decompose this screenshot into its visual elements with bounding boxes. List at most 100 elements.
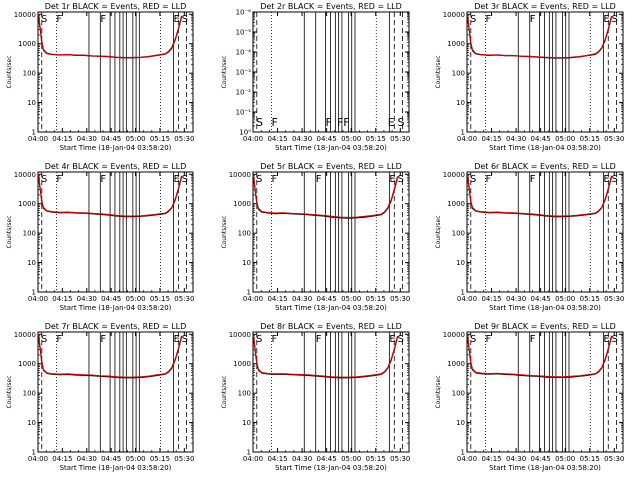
- x-axis-label: Start Time (18-Jan-04 03:58:20): [275, 464, 387, 472]
- lld-series-line: [466, 174, 613, 217]
- flag-marker: F: [272, 334, 278, 345]
- x-tick-label: 04:00: [28, 295, 48, 303]
- flag-marker: F: [56, 14, 62, 25]
- x-tick-label: 04:45: [531, 455, 551, 463]
- x-tick-label: 04:30: [292, 135, 312, 143]
- panel-title: Det 2r BLACK = Events, RED = LLD: [260, 2, 402, 11]
- y-tick-label: 10⁻⁵: [236, 29, 252, 37]
- y-tick-label: 100: [238, 230, 251, 238]
- y-tick-label: 100: [23, 230, 36, 238]
- plot-frame: [466, 331, 624, 453]
- flag-marker: E: [603, 334, 609, 345]
- y-axis-label: Counts/sec: [221, 55, 228, 88]
- flag-marker: E: [173, 174, 179, 185]
- flag-marker: S: [470, 14, 476, 25]
- panel-title: Det 4r BLACK = Events, RED = LLD: [45, 162, 187, 171]
- plot-frame: [252, 331, 410, 453]
- y-axis-label: Counts/sec: [6, 375, 13, 408]
- y-tick-label: 1000: [233, 200, 251, 208]
- flag-marker: F: [272, 116, 278, 129]
- x-axis-label: Start Time (18-Jan-04 03:58:20): [60, 144, 172, 152]
- flag-marker: S: [398, 116, 405, 129]
- y-tick-label: 10000: [14, 171, 36, 179]
- y-tick-label: 10000: [443, 171, 465, 179]
- flag-marker: S: [470, 174, 476, 185]
- x-tick-label: 04:30: [506, 295, 526, 303]
- plot-frame: [466, 11, 624, 133]
- y-tick-label: 10000: [229, 171, 251, 179]
- flag-marker: S: [41, 334, 47, 345]
- flag-marker: E: [603, 174, 609, 185]
- y-tick-label: 100: [23, 390, 36, 398]
- x-tick-label: 04:30: [77, 295, 97, 303]
- x-tick-label: 04:45: [101, 455, 121, 463]
- x-axis-label: Start Time (18-Jan-04 03:58:20): [489, 304, 601, 312]
- flag-marker: S: [256, 174, 262, 185]
- flag-marker: F: [100, 14, 106, 25]
- flag-marker: F: [316, 334, 322, 345]
- flag-marker: E: [603, 14, 609, 25]
- y-tick-label: 10: [242, 259, 251, 267]
- detector-panel-1: Det 1r BLACK = Events, RED = LLD Counts/s…: [6, 2, 194, 152]
- x-tick-label: 05:30: [390, 295, 410, 303]
- flag-marker: E: [173, 334, 179, 345]
- x-tick-label: 04:15: [267, 135, 287, 143]
- x-tick-label: 05:00: [341, 135, 361, 143]
- x-tick-label: 04:30: [506, 455, 526, 463]
- y-tick-label: 1000: [447, 360, 465, 368]
- y-axis-label: Counts/sec: [435, 55, 442, 88]
- panel-title: Det 3r BLACK = Events, RED = LLD: [474, 2, 616, 11]
- x-axis-label: Start Time (18-Jan-04 03:58:20): [60, 464, 172, 472]
- x-tick-label: 04:45: [531, 295, 551, 303]
- y-tick-label: 10000: [14, 331, 36, 339]
- detector-panel-2: Det 2r BLACK = Events, RED = LLD Counts/s…: [221, 2, 410, 152]
- x-tick-label: 04:15: [481, 455, 501, 463]
- x-axis-label: Start Time (18-Jan-04 03:58:20): [275, 304, 387, 312]
- detector-panel-3: Det 3r BLACK = Events, RED = LLD Counts/s…: [435, 2, 624, 152]
- x-tick-label: 05:15: [150, 295, 170, 303]
- flag-marker: F: [100, 174, 106, 185]
- y-tick-label: 10000: [443, 11, 465, 19]
- x-axis-label: Start Time (18-Jan-04 03:58:20): [489, 144, 601, 152]
- flag-marker: S: [182, 14, 188, 25]
- flag-marker: F: [326, 116, 332, 129]
- lld-series-line: [466, 334, 613, 378]
- x-tick-label: 05:15: [580, 135, 600, 143]
- lld-series-line: [252, 335, 399, 378]
- x-axis-label: Start Time (18-Jan-04 03:58:20): [60, 304, 172, 312]
- y-tick-label: 10: [242, 419, 251, 427]
- x-tick-label: 04:45: [101, 295, 121, 303]
- y-axis-label: Counts/sec: [6, 55, 13, 88]
- flag-marker: S: [256, 334, 262, 345]
- y-tick-label: 10000: [14, 11, 36, 19]
- detector-panel-7: Det 7r BLACK = Events, RED = LLD Counts/s…: [6, 322, 194, 472]
- y-tick-label: 10⁻³: [236, 69, 252, 77]
- x-tick-label: 04:15: [481, 295, 501, 303]
- x-tick-label: 04:15: [267, 455, 287, 463]
- flag-marker: FF: [337, 116, 350, 129]
- flag-marker: F: [530, 174, 536, 185]
- y-tick-label: 10: [456, 419, 465, 427]
- x-tick-label: 04:00: [457, 455, 477, 463]
- x-tick-label: 04:45: [317, 135, 337, 143]
- flag-marker: S: [41, 14, 47, 25]
- panel-title: Det 5r BLACK = Events, RED = LLD: [260, 162, 402, 171]
- y-tick-label: 1: [32, 289, 36, 297]
- x-tick-label: 04:00: [243, 455, 263, 463]
- plot-frame: [466, 171, 624, 293]
- y-tick-label: 1: [247, 289, 251, 297]
- x-tick-label: 05:00: [125, 135, 145, 143]
- y-tick-label: 10⁻²: [236, 89, 252, 97]
- x-tick-label: 04:00: [457, 295, 477, 303]
- y-tick-label: 1000: [18, 360, 36, 368]
- y-tick-label: 1000: [447, 40, 465, 48]
- lld-series-line: [466, 14, 613, 59]
- y-axis-label: Counts/sec: [435, 215, 442, 248]
- x-tick-label: 05:30: [390, 455, 410, 463]
- x-axis-label: Start Time (18-Jan-04 03:58:20): [275, 144, 387, 152]
- x-tick-label: 04:00: [28, 455, 48, 463]
- flag-marker: S: [398, 334, 404, 345]
- flag-marker: E: [388, 116, 395, 129]
- flag-marker: F: [100, 334, 106, 345]
- flag-marker: S: [182, 174, 188, 185]
